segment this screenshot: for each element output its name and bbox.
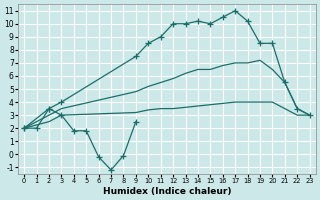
X-axis label: Humidex (Indice chaleur): Humidex (Indice chaleur) (103, 187, 231, 196)
